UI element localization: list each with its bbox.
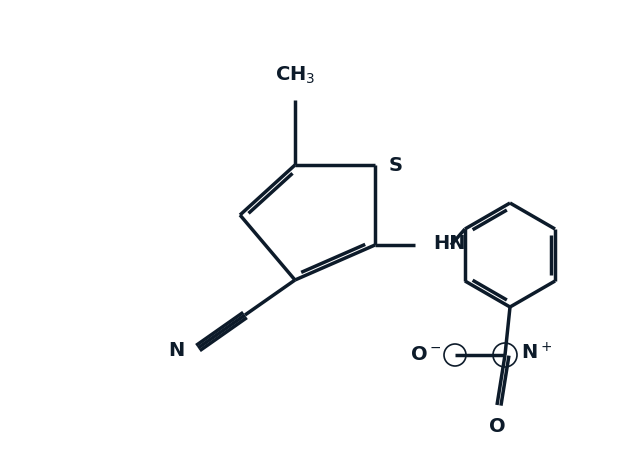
Text: O$^-$: O$^-$ (410, 345, 441, 365)
Text: N$^+$: N$^+$ (521, 342, 552, 364)
Text: O: O (489, 417, 506, 436)
Text: S: S (389, 156, 403, 174)
Text: CH$_3$: CH$_3$ (275, 65, 315, 86)
Text: HN: HN (433, 234, 465, 252)
Text: N: N (168, 340, 184, 360)
